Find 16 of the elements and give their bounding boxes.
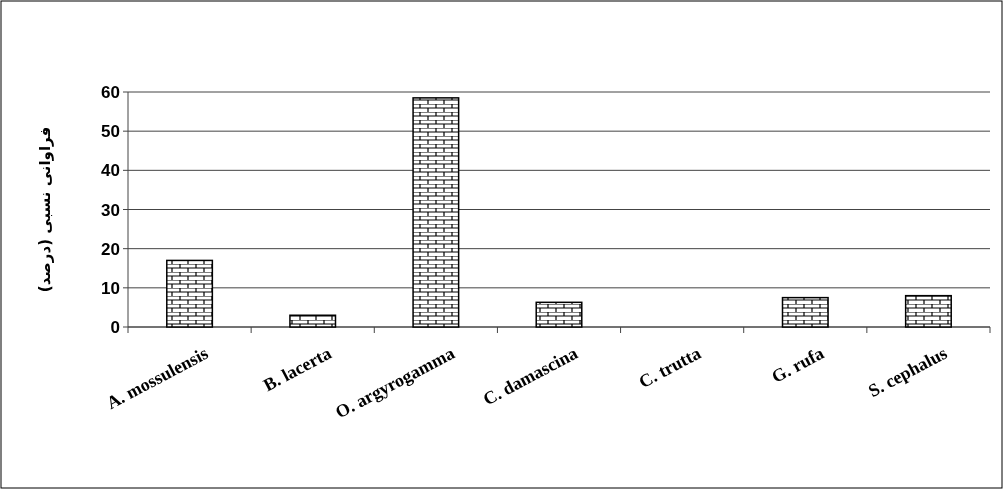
y-tick-label: 50 [101, 122, 120, 142]
x-tick-label: C. trutta [635, 342, 705, 392]
y-tick-label: 40 [101, 161, 120, 181]
bar [781, 296, 829, 328]
x-tick-label: G. rufa [768, 342, 828, 387]
bar [412, 97, 460, 328]
bar [289, 314, 337, 328]
bar [535, 301, 583, 328]
bar [904, 294, 952, 328]
y-tick-label: 10 [101, 278, 120, 298]
y-tick-label: 60 [101, 83, 120, 102]
y-tick-label: 30 [101, 200, 120, 220]
bar [166, 259, 214, 328]
y-axis-title: فراوانی نسبی (درصد) [36, 126, 54, 293]
y-tick-label: 20 [101, 239, 120, 259]
y-tick-label: 0 [110, 318, 120, 337]
